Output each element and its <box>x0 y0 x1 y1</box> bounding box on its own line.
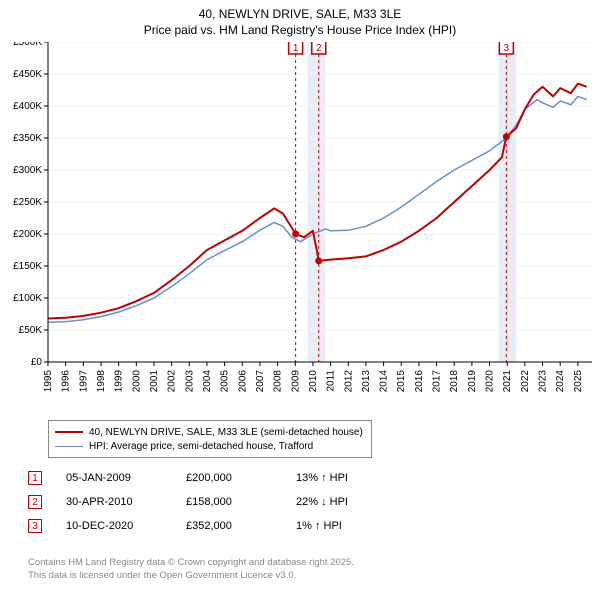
events-table: 1 05-JAN-2009 £200,000 13% ↑ HPI 2 30-AP… <box>28 466 406 538</box>
svg-text:2017: 2017 <box>432 370 443 393</box>
chart-title: 40, NEWLYN DRIVE, SALE, M33 3LE Price pa… <box>0 0 600 38</box>
svg-text:2: 2 <box>316 43 322 54</box>
legend-label-hpi: HPI: Average price, semi-detached house,… <box>89 441 313 452</box>
svg-text:2020: 2020 <box>485 370 496 393</box>
event-row-3: 3 10-DEC-2020 £352,000 1% ↑ HPI <box>28 514 406 538</box>
event-price-2: £158,000 <box>186 496 296 508</box>
svg-text:1: 1 <box>293 43 299 54</box>
event-marker-3-num: 3 <box>32 521 38 532</box>
chart-svg: £0 £50K £100K £150K £200K £250K £300K £350K £400… <box>8 42 592 412</box>
event-marker-2: 2 <box>28 495 42 509</box>
svg-text:2024: 2024 <box>555 370 566 393</box>
svg-text:2013: 2013 <box>361 370 372 393</box>
svg-text:2019: 2019 <box>467 370 478 393</box>
event-marker-1-num: 1 <box>32 473 38 484</box>
svg-text:1998: 1998 <box>96 370 107 393</box>
footer-line-1: Contains HM Land Registry data © Crown c… <box>28 557 354 569</box>
svg-text:£500K: £500K <box>13 42 42 48</box>
svg-text:2007: 2007 <box>255 370 266 393</box>
legend-label-property: 40, NEWLYN DRIVE, SALE, M33 3LE (semi-de… <box>89 427 363 438</box>
event-marker-1: 1 <box>28 471 42 485</box>
svg-text:2014: 2014 <box>379 370 390 393</box>
svg-text:2009: 2009 <box>290 370 301 393</box>
svg-text:£0: £0 <box>31 357 43 368</box>
svg-text:£50K: £50K <box>19 325 43 336</box>
svg-text:2011: 2011 <box>326 370 337 392</box>
event-row-1: 1 05-JAN-2009 £200,000 13% ↑ HPI <box>28 466 406 490</box>
svg-text:£250K: £250K <box>13 197 42 208</box>
svg-text:2006: 2006 <box>237 370 248 393</box>
svg-text:2021: 2021 <box>502 370 513 393</box>
event-date-2: 30-APR-2010 <box>66 496 186 508</box>
svg-text:2012: 2012 <box>343 370 354 393</box>
svg-text:2022: 2022 <box>520 370 531 393</box>
event-price-3: £352,000 <box>186 520 296 532</box>
svg-text:2003: 2003 <box>184 370 195 393</box>
legend: 40, NEWLYN DRIVE, SALE, M33 3LE (semi-de… <box>48 420 372 458</box>
footer: Contains HM Land Registry data © Crown c… <box>28 557 354 582</box>
legend-swatch-property <box>55 431 83 433</box>
svg-text:1995: 1995 <box>43 370 54 393</box>
svg-text:2004: 2004 <box>202 370 213 393</box>
svg-text:1997: 1997 <box>78 370 89 393</box>
svg-text:2010: 2010 <box>308 370 319 393</box>
svg-text:2000: 2000 <box>131 370 142 393</box>
event-delta-2: 22% ↓ HPI <box>296 496 406 508</box>
legend-row-hpi: HPI: Average price, semi-detached house,… <box>55 439 363 453</box>
chart-area: £0 £50K £100K £150K £200K £250K £300K £350K £400… <box>8 42 592 412</box>
page: 40, NEWLYN DRIVE, SALE, M33 3LE Price pa… <box>0 0 600 590</box>
svg-text:1999: 1999 <box>114 370 125 393</box>
svg-text:£350K: £350K <box>13 133 42 144</box>
event-price-1: £200,000 <box>186 472 296 484</box>
svg-text:3: 3 <box>504 43 510 54</box>
svg-text:£150K: £150K <box>13 261 42 272</box>
legend-row-property: 40, NEWLYN DRIVE, SALE, M33 3LE (semi-de… <box>55 425 363 439</box>
svg-text:2015: 2015 <box>396 370 407 393</box>
svg-text:£200K: £200K <box>13 229 42 240</box>
event-marker-2-num: 2 <box>32 497 38 508</box>
svg-text:2005: 2005 <box>220 370 231 393</box>
svg-text:£400K: £400K <box>13 101 42 112</box>
event-date-1: 05-JAN-2009 <box>66 472 186 484</box>
svg-text:2002: 2002 <box>167 370 178 393</box>
title-line-2: Price paid vs. HM Land Registry's House … <box>0 22 600 38</box>
event-marker-3: 3 <box>28 519 42 533</box>
title-line-1: 40, NEWLYN DRIVE, SALE, M33 3LE <box>0 6 600 22</box>
svg-text:2018: 2018 <box>449 370 460 393</box>
svg-text:2008: 2008 <box>273 370 284 393</box>
svg-text:£300K: £300K <box>13 165 42 176</box>
event-delta-1: 13% ↑ HPI <box>296 472 406 484</box>
svg-text:2023: 2023 <box>538 370 549 393</box>
event-date-3: 10-DEC-2020 <box>66 520 186 532</box>
svg-text:2001: 2001 <box>149 370 160 393</box>
svg-text:2025: 2025 <box>573 370 584 393</box>
svg-text:2016: 2016 <box>414 370 425 393</box>
legend-swatch-hpi <box>55 446 83 447</box>
event-delta-3: 1% ↑ HPI <box>296 520 406 532</box>
svg-text:1996: 1996 <box>61 370 72 393</box>
event-row-2: 2 30-APR-2010 £158,000 22% ↓ HPI <box>28 490 406 514</box>
svg-text:£100K: £100K <box>13 293 42 304</box>
svg-text:£450K: £450K <box>13 69 42 80</box>
footer-line-2: This data is licensed under the Open Gov… <box>28 570 354 582</box>
